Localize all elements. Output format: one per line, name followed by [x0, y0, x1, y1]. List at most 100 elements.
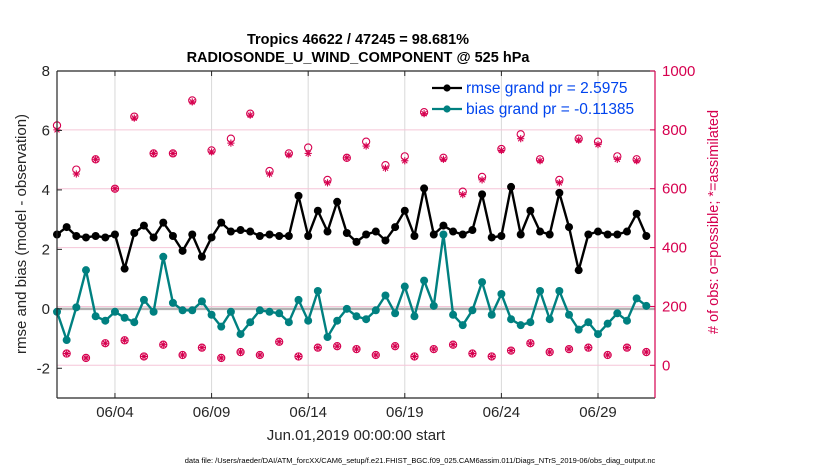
- obs-assimilated-marker: [449, 341, 457, 349]
- right-tick-label: 1000: [662, 63, 695, 80]
- bias-point: [449, 310, 458, 319]
- rmse-point: [139, 221, 148, 230]
- x-tick-label: 06/24: [483, 404, 521, 421]
- bias-point: [429, 301, 438, 310]
- rmse-point: [516, 230, 525, 239]
- x-axis-ticks: 06/04 06/09 06/14 06/19 06/24 06/29: [96, 71, 617, 421]
- bias-point: [294, 295, 303, 304]
- obs-assimilated-marker: [314, 344, 322, 352]
- obs-assimilated-marker: [294, 352, 303, 361]
- chart-title-line-1: Tropics 46622 / 47245 = 98.681%: [247, 32, 469, 48]
- rmse-point: [149, 233, 158, 242]
- x-tick-label: 06/04: [96, 404, 134, 421]
- bias-point: [632, 294, 641, 303]
- bias-point: [255, 306, 264, 315]
- bias-point: [333, 316, 342, 325]
- rmse-point: [101, 233, 110, 242]
- rmse-point: [323, 227, 332, 236]
- obs-assimilated-marker: [246, 111, 254, 119]
- obs-assimilated-marker: [178, 351, 187, 359]
- bias-point: [526, 318, 535, 327]
- rmse-point: [622, 227, 631, 236]
- bias-point: [217, 322, 226, 331]
- rmse-point: [178, 246, 187, 255]
- obs-assimilated-marker: [72, 170, 80, 178]
- legend-bias-label: bias grand pr = -0.11385: [466, 101, 634, 118]
- rmse-point: [120, 264, 129, 273]
- rmse-point: [478, 190, 487, 199]
- bias-point: [197, 297, 206, 306]
- bias-point: [168, 298, 177, 307]
- obs-assimilated-marker: [642, 348, 650, 356]
- obs-assimilated-marker: [410, 352, 419, 361]
- rmse-point: [449, 227, 458, 236]
- obs-assimilated-marker: [130, 114, 138, 122]
- rmse-point: [91, 231, 100, 240]
- bias-point: [265, 307, 274, 316]
- obs-assimilated-marker: [236, 348, 245, 356]
- obs-assimilated-marker: [82, 354, 90, 362]
- obs-assimilated-marker: [468, 349, 477, 358]
- obs-assimilated-marker: [381, 164, 390, 172]
- obs-assimilated-marker: [159, 341, 167, 349]
- obs-assimilated-marker: [526, 339, 534, 347]
- bias-point: [545, 315, 554, 324]
- bias-point: [565, 310, 574, 319]
- rmse-point: [565, 223, 574, 232]
- obs-assimilated-marker: [420, 110, 428, 118]
- obs-assimilated-marker: [401, 157, 409, 165]
- obs-assimilated-marker: [265, 170, 274, 178]
- obs-assimilated-marker: [613, 155, 621, 163]
- obs-assimilated-marker: [150, 149, 158, 158]
- obs-assimilated-marker: [372, 351, 380, 359]
- obs-assimilated-marker: [623, 344, 631, 352]
- obs-assimilated-marker: [256, 351, 264, 359]
- left-axis-ticks: -2 0 2 4 6 8: [37, 63, 62, 377]
- obs-assimilated-marker: [507, 346, 515, 355]
- bias-point: [391, 309, 400, 318]
- rmse-point: [487, 233, 496, 242]
- obs-assimilated-marker: [555, 179, 563, 187]
- bias-point: [352, 312, 361, 321]
- bias-point: [362, 315, 371, 324]
- axes: [56, 70, 656, 399]
- bias-point: [555, 286, 564, 295]
- obs-assimilated-marker: [604, 351, 612, 359]
- bias-point: [574, 325, 583, 334]
- bias-point: [323, 333, 332, 342]
- obs-assimilated-marker: [633, 157, 641, 165]
- obs-assimilated-marker: [488, 352, 496, 361]
- bias-point: [120, 313, 129, 322]
- obs-assimilated-marker: [323, 179, 332, 187]
- left-tick-label: -2: [37, 360, 50, 377]
- bias-point: [246, 318, 255, 327]
- bias-point: [313, 286, 322, 295]
- x-tick-label: 06/19: [386, 404, 424, 421]
- obs-assimilated-marker: [391, 342, 399, 350]
- legend: rmse grand pr = 2.5975 bias grand pr = -…: [432, 80, 634, 118]
- bias-point: [642, 301, 651, 310]
- rmse-point: [410, 231, 419, 240]
- obs-assimilated-marker: [275, 338, 283, 346]
- obs-assimilated-marker: [333, 342, 341, 350]
- rmse-point: [507, 182, 516, 191]
- rmse-point: [246, 227, 255, 236]
- rmse-point: [197, 252, 206, 261]
- right-axis-ticks: 0 200 400 600 800 1000: [650, 63, 695, 374]
- rmse-point: [294, 191, 303, 200]
- rmse-point: [130, 229, 139, 238]
- rmse-point: [342, 229, 351, 238]
- obs-assimilated-marker: [478, 176, 486, 184]
- bias-point: [130, 318, 139, 327]
- rmse-point: [304, 231, 313, 240]
- x-tick-label: 06/14: [289, 404, 327, 421]
- right-tick-label: 200: [662, 298, 687, 315]
- rmse-point: [613, 230, 622, 239]
- rmse-point: [188, 230, 197, 239]
- bias-point: [371, 306, 380, 315]
- obs-assimilated-marker: [459, 191, 467, 199]
- rmse-point: [574, 266, 583, 275]
- rmse-series: [53, 182, 651, 275]
- rmse-point: [72, 231, 81, 240]
